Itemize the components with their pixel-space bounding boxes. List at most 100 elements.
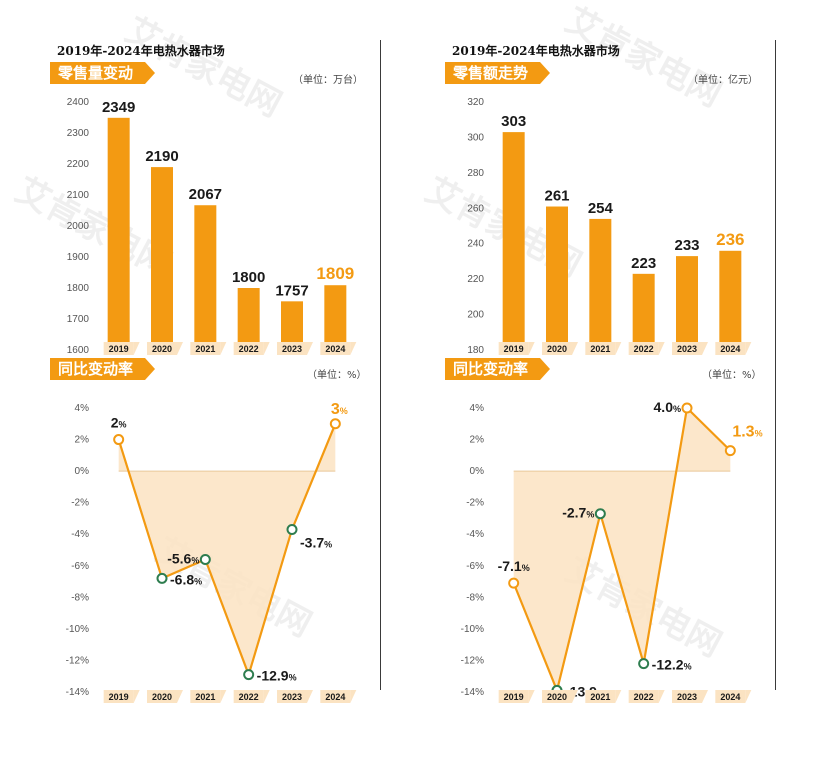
- y-tick-label: -2%: [466, 498, 484, 509]
- category-tag-notch: [745, 690, 752, 703]
- category-tag: [103, 690, 134, 703]
- volume-yoy-banner: 同比变动率: [50, 358, 156, 380]
- category-label: 2023: [282, 692, 302, 702]
- volume-banner: 零售量变动: [50, 62, 156, 84]
- y-tick-label: 4%: [470, 403, 485, 414]
- category-label: 2019: [504, 692, 524, 702]
- category-tag: [233, 690, 264, 703]
- y-tick-label: 1900: [67, 252, 90, 263]
- data-point: [286, 523, 298, 535]
- y-tick-label: 2300: [67, 128, 90, 139]
- data-point: [329, 418, 341, 430]
- value-label: 4.0%: [654, 399, 681, 415]
- y-tick-label: 200: [467, 310, 484, 321]
- bar: [107, 117, 130, 350]
- data-point: [243, 669, 255, 681]
- category-tag-notch: [133, 342, 140, 355]
- value-label: -3.7%: [300, 534, 332, 550]
- y-tick-label: -10%: [461, 624, 484, 635]
- data-point: [508, 577, 520, 589]
- value-label: 2349: [102, 99, 135, 116]
- y-tick-label: 2100: [67, 190, 90, 201]
- y-tick-label: -8%: [71, 592, 89, 603]
- value-label: -12.2%: [652, 657, 692, 673]
- category-tag-notch: [572, 690, 578, 703]
- category-tag: [320, 690, 351, 703]
- category-label: 2023: [677, 692, 697, 702]
- y-tick-label: 280: [467, 168, 484, 179]
- category-label: 2021: [590, 692, 610, 702]
- category-tag: [585, 342, 616, 355]
- sales-yoy-unit-label: （单位：%）: [702, 370, 762, 381]
- category-label: 2023: [677, 344, 697, 354]
- bar: [676, 256, 698, 350]
- value-label: 233: [674, 237, 699, 254]
- value-label: 261: [544, 188, 569, 205]
- y-tick-label: 2000: [67, 221, 90, 232]
- category-tag: [628, 690, 659, 703]
- category-label: 2022: [634, 344, 654, 354]
- category-tag: [233, 342, 264, 355]
- category-label: 2021: [195, 344, 215, 354]
- bar: [151, 167, 173, 350]
- category-tag: [498, 342, 529, 355]
- value-label: 303: [501, 113, 526, 130]
- value-label: -7.1%: [498, 558, 530, 574]
- category-label: 2021: [195, 692, 215, 702]
- category-tag: [715, 690, 746, 703]
- category-tag-notch: [177, 690, 183, 703]
- category-tag-notch: [528, 690, 535, 703]
- category-tag-notch: [745, 342, 752, 355]
- y-tick-label: -12%: [461, 655, 484, 666]
- y-tick-label: -2%: [71, 498, 89, 509]
- value-label: -6.8%: [170, 571, 202, 587]
- volume-yoy-unit-label: （单位：%）: [307, 370, 367, 381]
- data-point: [113, 434, 125, 446]
- y-tick-label: 0%: [75, 466, 90, 477]
- category-label: 2024: [325, 692, 345, 702]
- category-label: 2023: [282, 344, 302, 354]
- category-tag-notch: [133, 690, 140, 703]
- category-label: 2019: [504, 344, 524, 354]
- y-tick-label: 2%: [470, 435, 485, 446]
- y-tick-label: -14%: [461, 687, 484, 698]
- category-tag-notch: [350, 690, 357, 703]
- category-label: 2020: [152, 692, 172, 702]
- sales-yoy-banner: 同比变动率: [445, 358, 551, 380]
- series-line: [117, 423, 337, 679]
- value-label: 223: [631, 255, 656, 272]
- value-label: 236: [716, 230, 744, 249]
- category-tag: [672, 690, 702, 703]
- value-label: 1.3%: [732, 424, 762, 441]
- category-tag-notch: [307, 342, 313, 355]
- category-label: 2020: [152, 344, 172, 354]
- y-tick-label: 1800: [67, 283, 90, 294]
- category-tag-notch: [263, 690, 270, 703]
- category-tag: [147, 690, 177, 703]
- category-label: 2022: [634, 692, 654, 702]
- y-tick-label: -12%: [66, 655, 89, 666]
- y-tick-label: 4%: [75, 403, 90, 414]
- retail-volume-panel: 2019年-2024年电热水器市场 零售量变动 （单位：万台） 1600 1700…: [45, 40, 385, 703]
- category-label: 2020: [547, 344, 567, 354]
- category-tag: [277, 342, 307, 355]
- bar: [281, 301, 303, 350]
- category-tag-notch: [702, 342, 708, 355]
- category-tag-notch: [658, 342, 665, 355]
- area-fill: [118, 423, 336, 675]
- y-tick-label: -14%: [66, 687, 89, 698]
- volume-unit-label: （单位：万台）: [293, 75, 363, 86]
- value-label: 1757: [275, 282, 308, 299]
- sales-unit-label: （单位：亿元）: [688, 75, 758, 86]
- category-label: 2019: [109, 344, 129, 354]
- y-tick-label: 2200: [67, 159, 90, 170]
- value-label: -2.7%: [562, 505, 594, 521]
- data-point: [594, 508, 606, 520]
- category-tag-notch: [658, 690, 665, 703]
- bar: [719, 250, 742, 350]
- category-tag: [542, 342, 572, 355]
- sales-banner: 零售额走势: [445, 62, 551, 84]
- panel-title: 2019年-2024年电热水器市场: [57, 44, 225, 58]
- value-label: 3%: [331, 401, 348, 418]
- category-label: 2021: [590, 344, 610, 354]
